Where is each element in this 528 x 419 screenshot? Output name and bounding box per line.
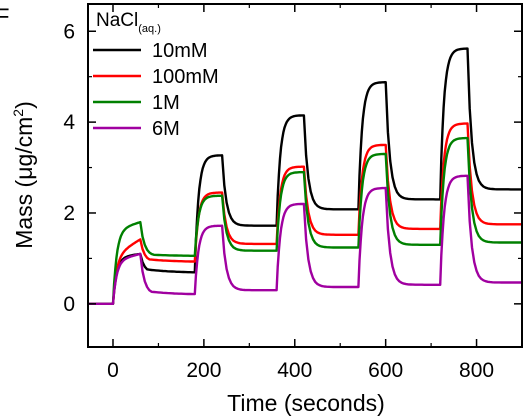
y-tick-label: 2: [63, 202, 75, 225]
panel-label: F: [0, 4, 9, 29]
series-line-10mM: [88, 47, 522, 305]
y-tick-label: 6: [63, 20, 75, 43]
legend-title: NaCl(aq.): [96, 10, 161, 35]
legend-label-6M: 6M: [152, 118, 180, 140]
series-line-6M: [88, 174, 522, 305]
x-tick-label: 400: [277, 359, 312, 382]
x-tick-label: 200: [186, 359, 221, 382]
y-axis-label: Mass (μg/cm2): [10, 101, 37, 249]
legend-label-1M: 1M: [152, 92, 180, 114]
legend-entries: 10mM 100mM 1M 6M: [93, 40, 219, 140]
legend-label-10mM: 10mM: [152, 40, 208, 62]
series-layer: [88, 47, 522, 305]
y-tick-label: 0: [63, 293, 75, 316]
x-tick-label: 800: [459, 359, 494, 382]
svg-text:Mass (μg/cm2): Mass (μg/cm2): [10, 101, 37, 249]
y-tick-label: 4: [63, 111, 75, 134]
legend-label-100mM: 100mM: [152, 66, 219, 88]
x-tick-label: 600: [368, 359, 403, 382]
x-tick-label: 0: [107, 359, 119, 382]
ticks-layer: 0 200 400 600 800 0 2 4 6: [63, 4, 523, 382]
series-line-1M: [88, 136, 522, 305]
plot-frame: [87, 3, 523, 348]
legend: NaCl(aq.) 10mM 100mM 1M 6M: [93, 10, 219, 140]
series-line-100mM: [88, 122, 522, 305]
x-axis-label: Time (seconds): [227, 390, 385, 416]
